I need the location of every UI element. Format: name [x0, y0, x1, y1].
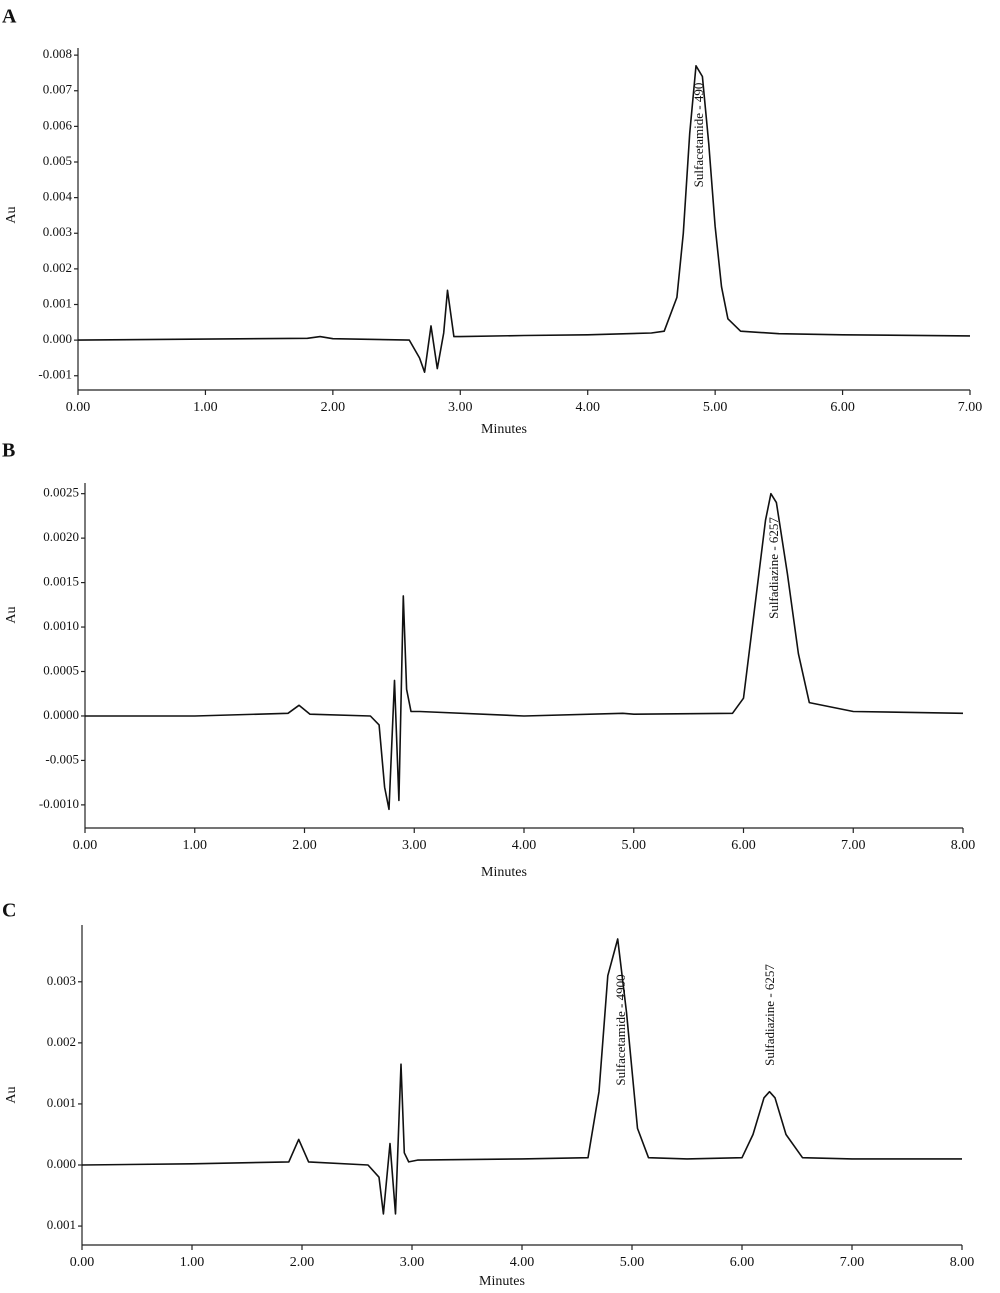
y-tick-label: 0.005: [43, 153, 72, 168]
x-tick-label: 5.00: [620, 1255, 645, 1270]
panel-label: A: [2, 6, 17, 28]
x-tick-label: 4.00: [512, 838, 537, 853]
y-axis-label: Au: [4, 1086, 19, 1103]
x-axis-label: Minutes: [479, 1274, 525, 1289]
y-tick-label: 0.001: [47, 1095, 76, 1110]
y-tick-label: 0.0015: [43, 574, 79, 589]
x-tick-label: 7.00: [841, 838, 866, 853]
peak-annotation: Sulfadiazine - 6257: [766, 517, 781, 619]
y-tick-label: -0.0010: [39, 796, 79, 811]
y-tick-label: 0.001: [43, 295, 72, 310]
x-tick-label: 2.00: [292, 838, 317, 853]
y-tick-label: 0.002: [43, 260, 72, 275]
panel-label: C: [2, 900, 16, 922]
x-tick-label: 6.00: [730, 1255, 755, 1270]
peak-annotation: Sulfacetamide - 490: [691, 83, 706, 188]
y-tick-label: 0.006: [43, 117, 73, 132]
y-tick-label: 0.004: [43, 189, 73, 204]
y-tick-label: 0.007: [43, 82, 73, 97]
y-tick-label: -0.005: [45, 751, 79, 766]
y-tick-label: 0.0010: [43, 618, 79, 633]
y-axis-label: Au: [4, 606, 19, 623]
y-tick-label: 0.0000: [43, 707, 79, 722]
x-tick-label: 0.00: [73, 838, 98, 853]
x-axis-label: Minutes: [481, 422, 527, 437]
y-tick-label: -0.001: [38, 367, 72, 382]
y-tick-label: 0.001: [47, 1217, 76, 1232]
peak-annotation: Sulfacetamide - 4900: [613, 974, 628, 1085]
x-tick-label: 3.00: [448, 400, 473, 415]
x-tick-label: 4.00: [510, 1255, 535, 1270]
y-tick-label: 0.002: [47, 1034, 76, 1049]
y-axis-label: Au: [4, 206, 19, 223]
x-tick-label: 5.00: [703, 400, 728, 415]
peak-annotation: Sulfadiazine - 6257: [762, 964, 777, 1066]
x-tick-label: 1.00: [193, 400, 218, 415]
y-tick-label: 0.003: [43, 224, 72, 239]
y-tick-label: 0.000: [43, 331, 72, 346]
y-tick-label: 0.000: [47, 1156, 76, 1171]
x-tick-label: 7.00: [840, 1255, 865, 1270]
y-tick-label: 0.0005: [43, 662, 79, 677]
x-axis-label: Minutes: [481, 865, 527, 880]
y-tick-label: 0.0020: [43, 529, 79, 544]
x-tick-label: 0.00: [70, 1255, 95, 1270]
x-tick-label: 2.00: [321, 400, 346, 415]
x-tick-label: 7.00: [958, 400, 983, 415]
x-tick-label: 5.00: [622, 838, 647, 853]
x-tick-label: 0.00: [66, 400, 91, 415]
chromatogram-trace: [77, 65, 971, 373]
panel-label: B: [2, 440, 15, 462]
x-tick-label: 6.00: [830, 400, 855, 415]
chromatogram-trace: [85, 492, 964, 811]
x-tick-label: 3.00: [400, 1255, 425, 1270]
y-tick-label: 0.003: [47, 973, 76, 988]
x-tick-label: 2.00: [290, 1255, 315, 1270]
y-tick-label: 0.0025: [43, 485, 79, 500]
x-tick-label: 8.00: [950, 1255, 975, 1270]
chromatogram-trace: [81, 938, 962, 1215]
x-tick-label: 8.00: [951, 838, 976, 853]
x-tick-label: 4.00: [575, 400, 600, 415]
y-tick-label: 0.008: [43, 46, 72, 61]
x-tick-label: 3.00: [402, 838, 427, 853]
x-tick-label: 1.00: [180, 1255, 205, 1270]
x-tick-label: 1.00: [183, 838, 208, 853]
x-tick-label: 6.00: [731, 838, 756, 853]
